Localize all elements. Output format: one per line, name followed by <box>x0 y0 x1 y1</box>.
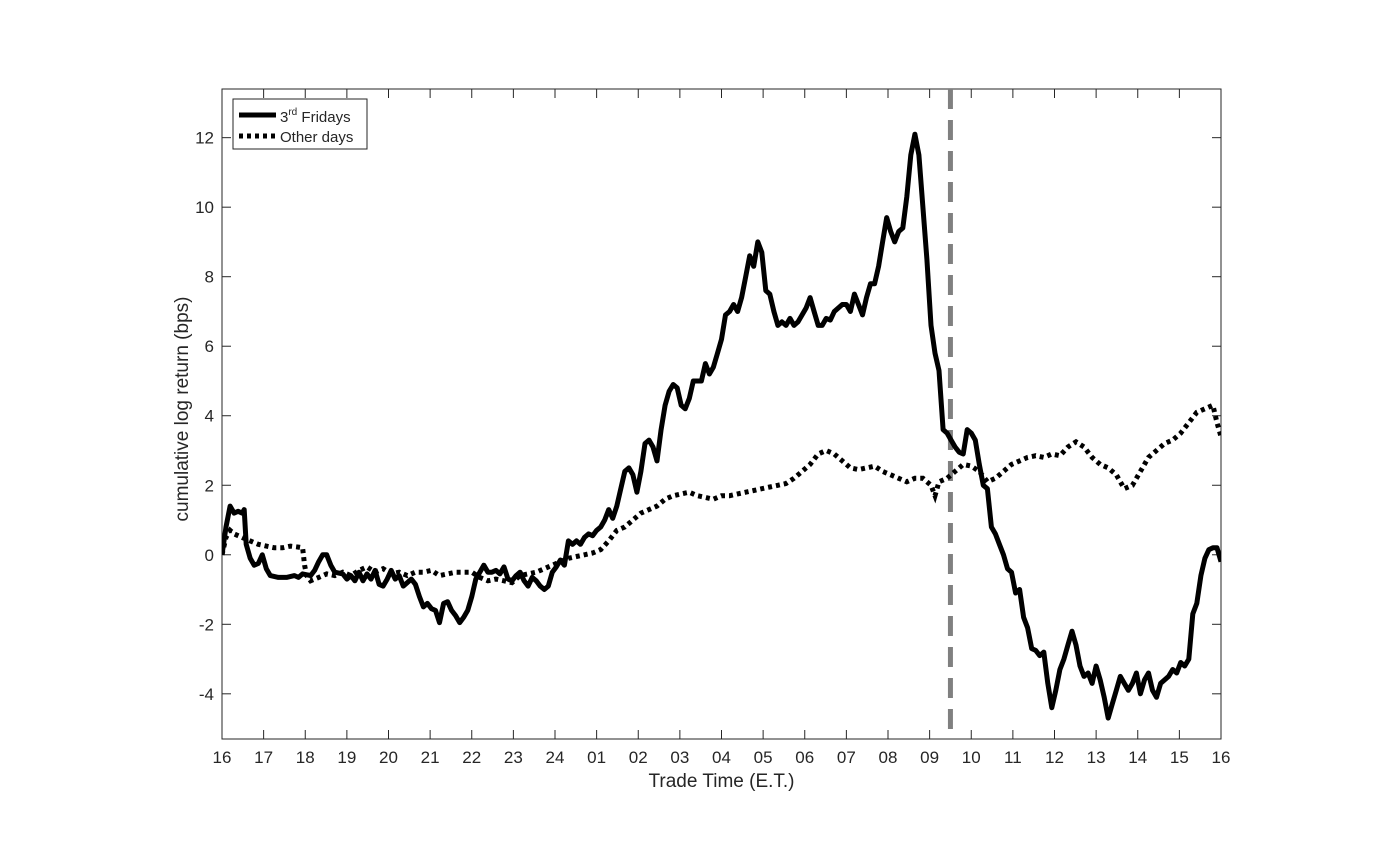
x-tick-label: 20 <box>379 748 398 767</box>
x-tick-label: 17 <box>254 748 273 767</box>
legend-box <box>232 98 368 150</box>
x-tick-label: 11 <box>1004 748 1022 767</box>
y-tick-label: -2 <box>199 615 214 634</box>
x-tick-label: 22 <box>462 748 481 767</box>
x-axis-title: Trade Time (E.T.) <box>648 771 794 792</box>
x-tick-label: 10 <box>962 748 981 767</box>
series-line-3rd-fridays <box>222 131 1221 721</box>
y-tick-label: 4 <box>205 407 214 426</box>
series-group <box>222 131 1221 721</box>
x-tick-label: 01 <box>587 748 606 767</box>
x-tick-label: 12 <box>1045 748 1064 767</box>
x-tick-label: 09 <box>920 748 939 767</box>
x-tick-label: 19 <box>337 748 356 767</box>
x-tick-label: 04 <box>712 748 731 767</box>
y-tick-label: 12 <box>195 129 214 148</box>
x-tick-label: 02 <box>629 748 648 767</box>
x-tick-label: 03 <box>670 748 689 767</box>
legend: 3rd Fridays Other days <box>232 98 368 150</box>
y-tick-label: 8 <box>205 268 214 287</box>
y-axis: -4 -2 0 2 4 6 8 10 12 <box>195 129 1221 704</box>
x-tick-label: 16 <box>213 748 232 767</box>
x-tick-label: 06 <box>795 748 814 767</box>
legend-label-3rd-fridays: 3rd Fridays <box>280 107 351 126</box>
y-tick-label: -4 <box>199 685 214 704</box>
x-tick-label: 15 <box>1170 748 1189 767</box>
x-tick-label: 14 <box>1128 748 1147 767</box>
y-tick-label: 10 <box>195 198 214 217</box>
x-tick-label: 05 <box>754 748 773 767</box>
x-tick-label: 24 <box>546 748 565 767</box>
y-tick-label: 2 <box>205 476 214 495</box>
x-tick-label: 21 <box>421 748 440 767</box>
x-tick-label: 16 <box>1212 748 1231 767</box>
legend-label-other-days: Other days <box>280 129 353 146</box>
series-line-other-days <box>222 401 1221 586</box>
x-tick-label: 23 <box>504 748 523 767</box>
x-tick-label: 07 <box>837 748 856 767</box>
x-tick-label: 13 <box>1087 748 1106 767</box>
x-tick-label: 18 <box>296 748 315 767</box>
y-tick-label: 0 <box>205 546 214 565</box>
x-axis: 16 17 18 19 20 21 22 23 24 01 02 03 04 05 06 07 08 09 10 11… <box>213 89 1231 767</box>
x-tick-label: 08 <box>879 748 898 767</box>
y-tick-label: 6 <box>205 337 214 356</box>
y-axis-title: cumulative log return (bps) <box>172 297 193 522</box>
